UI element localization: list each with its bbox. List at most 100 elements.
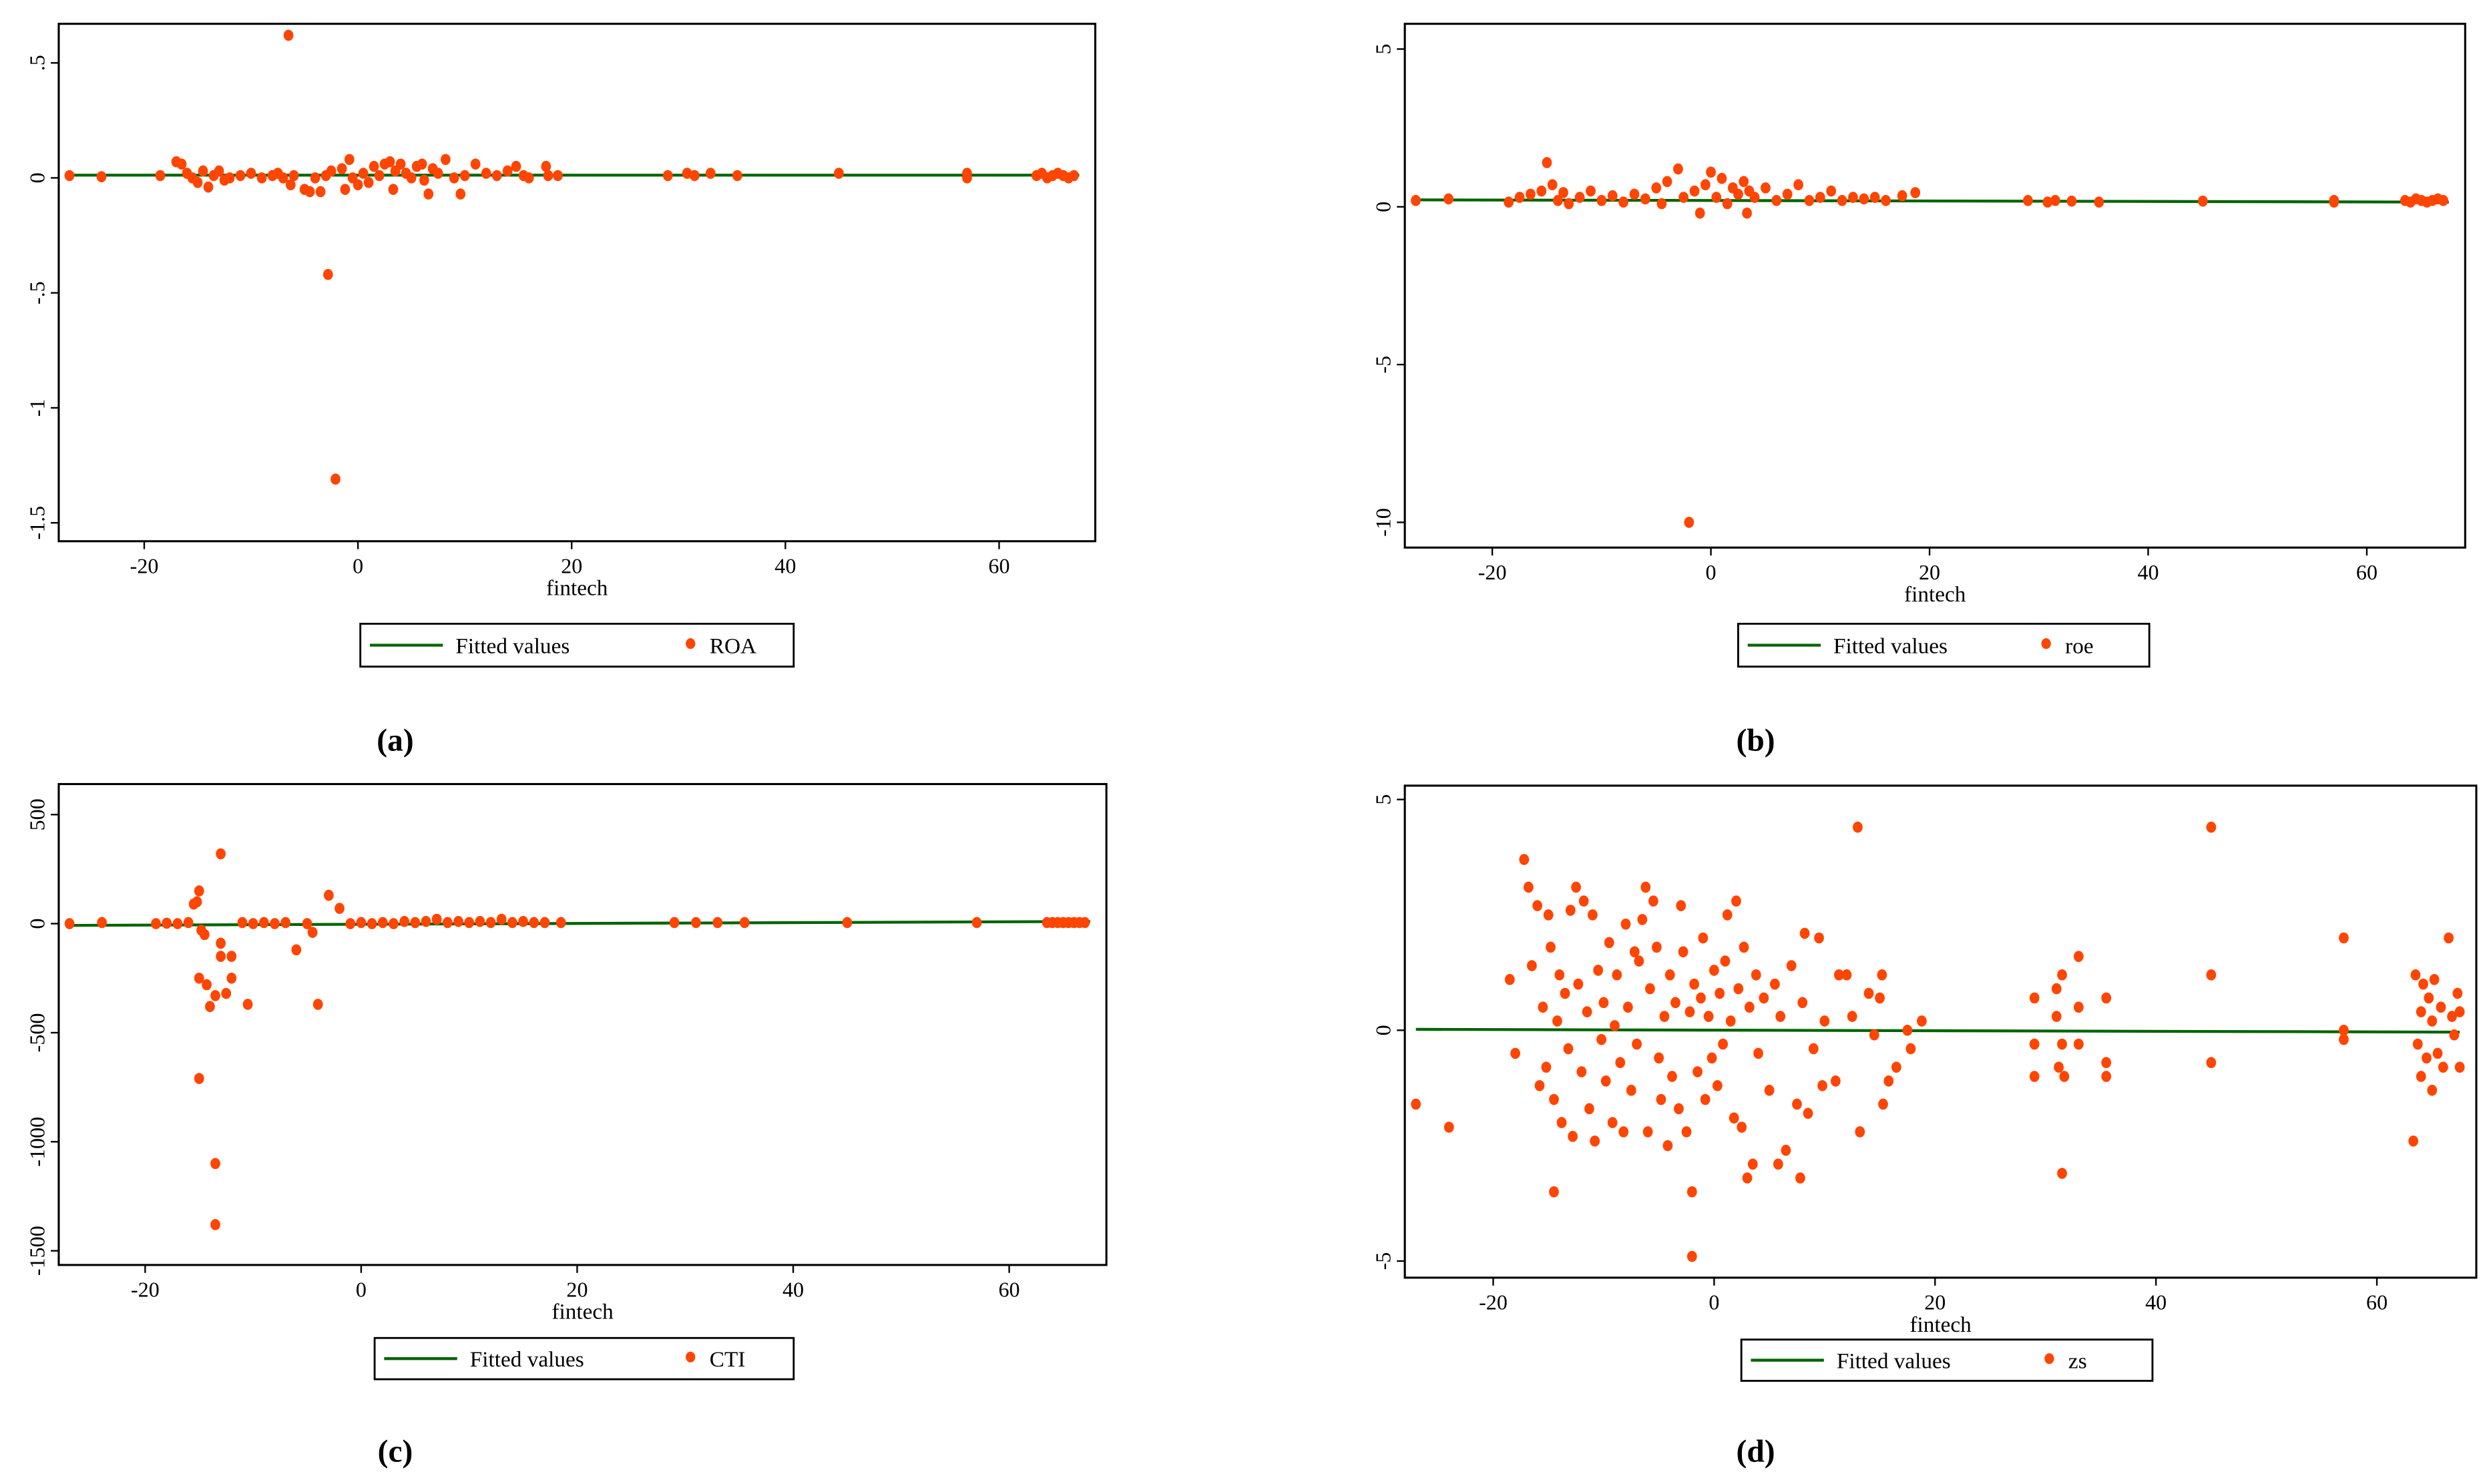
data-point (2206, 969, 2217, 981)
data-point (1629, 946, 1640, 958)
data-point (496, 913, 507, 925)
data-point (1878, 1098, 1888, 1110)
data-point (2339, 1033, 2349, 1045)
data-point (2418, 978, 2428, 990)
data-point (1443, 1122, 1454, 1133)
data-point (283, 29, 294, 41)
data-point (288, 170, 299, 182)
data-point (367, 918, 377, 929)
data-point (1596, 195, 1607, 206)
data-point (237, 917, 248, 929)
data-point (555, 917, 566, 929)
y-tick-label: .5 (25, 55, 49, 71)
data-point (1706, 166, 1716, 178)
data-point (1786, 960, 1797, 971)
data-point (1701, 179, 1711, 191)
data-point (712, 917, 723, 929)
x-tick-label: 60 (2366, 1290, 2388, 1314)
data-point (395, 158, 406, 170)
data-point (1552, 1015, 1562, 1027)
data-point (369, 160, 379, 172)
data-point (2057, 969, 2067, 981)
subfigure-caption: (b) (1737, 724, 1775, 758)
data-point (1814, 932, 1824, 944)
data-point (1733, 983, 1744, 995)
data-point (210, 1219, 220, 1230)
data-point (1678, 946, 1688, 958)
y-tick-label: -10 (1371, 508, 1395, 537)
data-point (1598, 997, 1609, 1009)
data-point (1698, 932, 1709, 944)
data-point (2051, 983, 2062, 995)
legend-series-label: CTI (710, 1347, 746, 1372)
data-point (739, 917, 750, 929)
x-tick-label: 0 (1709, 1290, 1719, 1314)
data-point (470, 158, 481, 170)
data-point (2444, 932, 2454, 944)
data-point (216, 951, 226, 962)
data-point (2050, 195, 2060, 206)
legend-point-icon (686, 1351, 696, 1363)
data-point (1510, 1047, 1520, 1059)
data-point (2066, 195, 2077, 207)
data-point (962, 172, 972, 184)
data-point (2410, 969, 2421, 981)
data-point (1684, 517, 1694, 528)
data-point (1689, 185, 1700, 197)
x-axis-label: fintech (546, 576, 608, 601)
data-point (399, 916, 410, 927)
data-point (1722, 909, 1733, 921)
data-point (1875, 992, 1885, 1004)
data-point (1739, 941, 1749, 953)
x-tick-label: -20 (1478, 560, 1507, 584)
legend: Fitted values ROA (359, 622, 795, 668)
data-point (2198, 195, 2208, 207)
data-point (1703, 1011, 1714, 1022)
fitted-line (1415, 198, 2449, 204)
data-point (1659, 1011, 1670, 1022)
data-point (433, 168, 443, 179)
legend-point-icon (2041, 638, 2051, 650)
data-point (1853, 821, 1863, 833)
data-point (1576, 1066, 1587, 1077)
data-point (2101, 992, 2112, 1004)
data-point (322, 268, 333, 280)
data-point (1578, 895, 1589, 907)
data-point (1742, 207, 1752, 219)
data-point (1600, 1075, 1611, 1087)
data-point (256, 172, 267, 184)
data-point (1443, 193, 1453, 205)
data-point (1749, 192, 1760, 203)
subfigure-caption: (d) (1737, 1435, 1775, 1469)
data-point (2438, 195, 2448, 206)
data-point (1722, 198, 1733, 210)
data-point (491, 170, 502, 182)
data-point (302, 918, 312, 929)
data-point (1759, 992, 1769, 1004)
data-point (1549, 1186, 1559, 1198)
data-point (2452, 987, 2463, 999)
data-point (198, 165, 208, 177)
data-point (1590, 1135, 1600, 1147)
legend-point-icon (686, 638, 696, 650)
y-tick-label: -1500 (25, 1226, 49, 1276)
data-point (310, 172, 320, 184)
data-point (1793, 179, 1803, 191)
data-point (1733, 188, 1743, 200)
x-tick-label: 60 (2356, 560, 2378, 584)
data-point (423, 188, 434, 200)
data-point (2057, 1168, 2067, 1179)
legend-series-label: ROA (710, 634, 756, 658)
data-point (529, 917, 539, 929)
data-point (1538, 1001, 1548, 1013)
data-point (2073, 951, 2084, 963)
data-point (1799, 927, 1810, 939)
plot-frame (57, 23, 1097, 543)
data-point (1731, 895, 1741, 907)
data-point (1514, 192, 1525, 203)
data-point (1917, 1015, 1927, 1027)
data-point (1612, 969, 1622, 981)
data-point (1831, 1075, 1841, 1087)
data-point (203, 181, 214, 193)
data-point (1686, 1186, 1697, 1198)
